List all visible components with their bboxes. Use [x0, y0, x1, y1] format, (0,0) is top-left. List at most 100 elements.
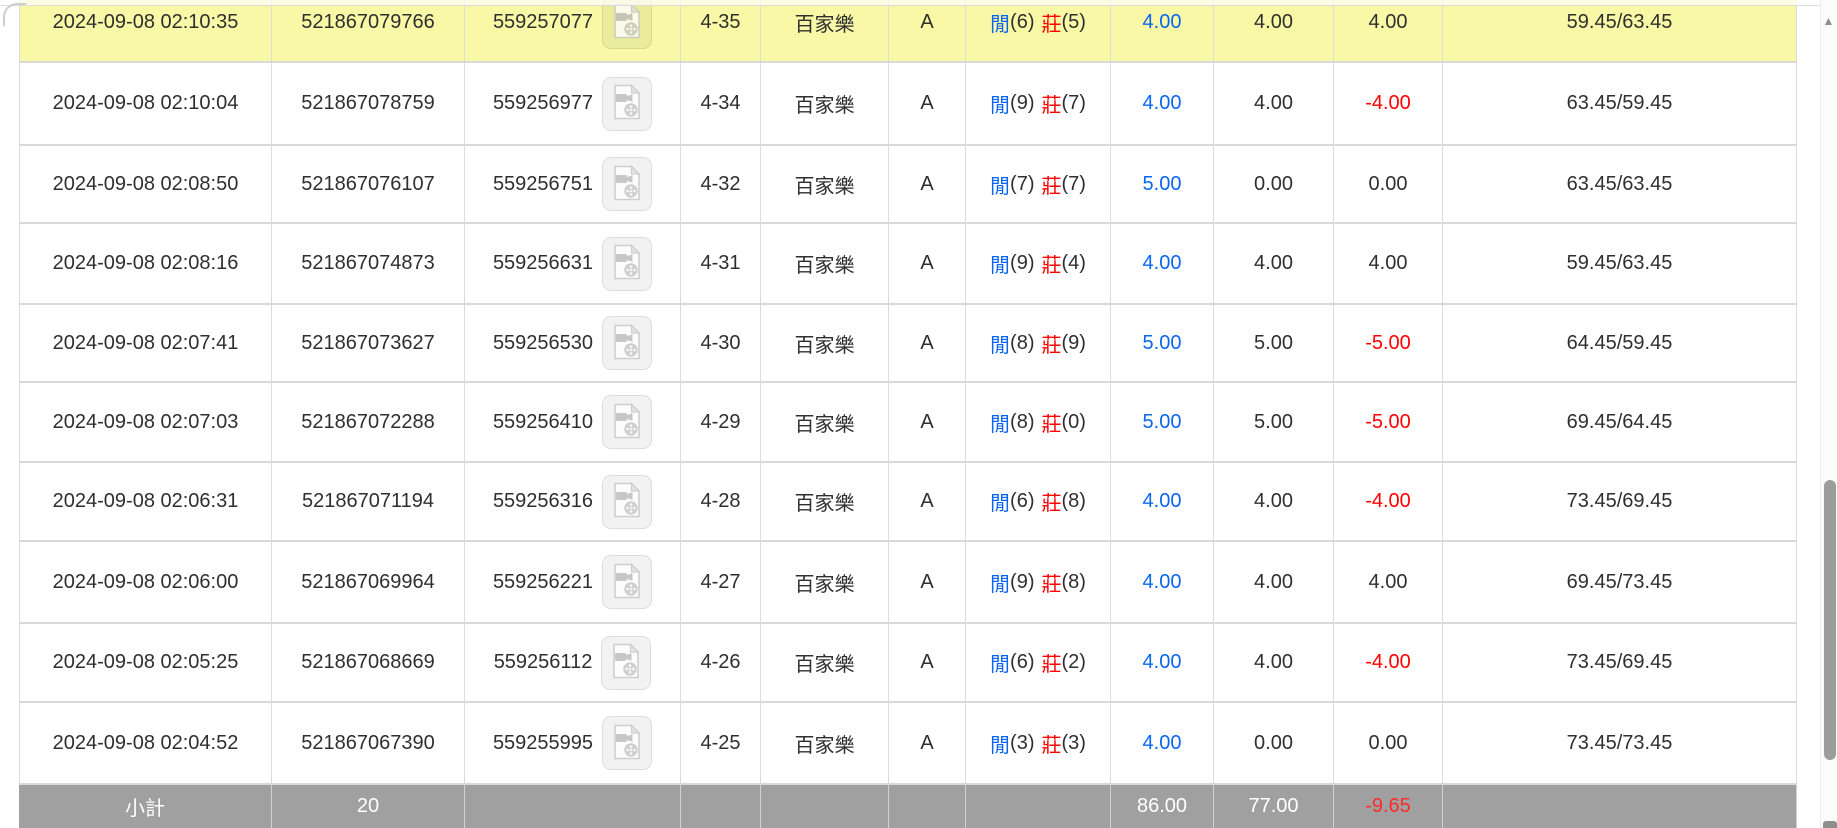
cell-bet-amount: 4.00 [1111, 224, 1214, 303]
table-row[interactable]: 2024-09-08 02:07:03 521867072288 559256410… [19, 383, 1797, 463]
cell-balance-text: 69.45/64.45 [1566, 410, 1673, 433]
table-row[interactable]: 2024-09-08 02:08:50 521867076107 559256751… [19, 146, 1797, 224]
bet-history-table: 2024-09-08 02:10:35 521867079766 559257077… [19, 0, 1797, 828]
subtotal-cell-game-type [761, 785, 889, 828]
cell-result: 閒 (6) 莊 (2) [966, 624, 1111, 701]
cell-balance-text: 64.45/59.45 [1566, 331, 1673, 354]
table-row[interactable]: 2024-09-08 02:07:41 521867073627 559256530… [19, 305, 1797, 383]
subtotal-cell-balance [1443, 785, 1797, 828]
win-loss-value: -5.00 [1365, 410, 1411, 433]
cell-order-id: 521867074873 [272, 224, 465, 303]
result-player-label: 閒 [990, 734, 1011, 757]
win-loss-value: -4.00 [1365, 651, 1411, 673]
scroll-down-button[interactable] [1823, 821, 1837, 828]
subtotal-cell-table-round [681, 785, 761, 828]
video-replay-button[interactable] [602, 716, 653, 770]
result-banker-points: (5) [1061, 10, 1086, 33]
video-replay-button[interactable] [602, 395, 653, 449]
cell-result: 閒 (6) 莊 (8) [966, 463, 1111, 540]
scrollbar-thumb[interactable] [1824, 480, 1836, 760]
cell-result: 閒 (3) 莊 (3) [966, 703, 1111, 783]
cell-order-id-text: 521867068669 [301, 651, 435, 673]
table-row[interactable]: 2024-09-08 02:10:04 521867078759 559256977… [19, 63, 1797, 146]
cell-bet-amount: 4.00 [1111, 0, 1214, 61]
table-row[interactable]: 2024-09-08 02:06:31 521867071194 559256316… [19, 463, 1797, 542]
result-banker-points: (2) [1061, 651, 1086, 673]
result-banker-label: 莊 [1041, 175, 1062, 198]
cell-table-round: 4-31 [681, 224, 761, 303]
cell-time-text: 2024-09-08 02:10:04 [52, 92, 239, 114]
video-replay-icon [612, 402, 642, 442]
result-banker-label: 莊 [1041, 95, 1062, 117]
cell-table-round-text: 4-26 [700, 651, 741, 673]
cell-order-id: 521867073627 [272, 305, 465, 381]
cell-order-id-text: 521867079766 [301, 10, 435, 33]
video-replay-button[interactable] [602, 0, 653, 49]
cell-round: 559256631 [465, 224, 681, 303]
result-banker-points: (7) [1061, 172, 1086, 195]
cell-win-loss: -4.00 [1334, 624, 1443, 701]
table-row[interactable]: 2024-09-08 02:08:16 521867074873 559256631… [19, 224, 1797, 305]
cell-order-id: 521867079766 [272, 0, 465, 61]
cell-bet-amount: 5.00 [1111, 383, 1214, 461]
subtotal-count: 20 [356, 795, 380, 817]
cell-table-code: A [889, 542, 966, 622]
round-id-text: 559256410 [492, 410, 594, 433]
cell-balance: 63.45/59.45 [1443, 63, 1797, 144]
subtotal-cell-valid-bet: 77.00 [1214, 785, 1334, 828]
cell-bet-amount: 4.00 [1111, 463, 1214, 540]
cell-round: 559256530 [465, 305, 681, 381]
win-loss-value: -5.00 [1365, 331, 1411, 354]
video-replay-button[interactable] [602, 316, 653, 370]
cell-table-code-text: A [920, 731, 934, 754]
table-row[interactable]: 2024-09-08 02:05:25 521867068669 559256112… [19, 624, 1797, 703]
cell-valid-bet: 4.00 [1214, 224, 1334, 303]
cell-valid-bet: 4.00 [1214, 542, 1334, 622]
video-replay-icon [612, 84, 642, 123]
cell-game-type: 百家樂 [761, 463, 889, 540]
cell-table-code-text: A [920, 92, 934, 114]
cell-time: 2024-09-08 02:08:16 [19, 224, 272, 303]
table-row[interactable]: 2024-09-08 02:06:00 521867069964 559256221… [19, 542, 1797, 624]
video-replay-button[interactable] [602, 157, 653, 211]
cell-table-code: A [889, 224, 966, 303]
cell-table-round-text: 4-25 [700, 731, 741, 754]
result-player-points: (6) [1010, 10, 1035, 33]
result-player-label: 閒 [990, 175, 1011, 198]
top-edge-fade [0, 0, 1820, 6]
cell-game-type-text: 百家樂 [794, 734, 855, 757]
subtotal-cell-bet-amount: 86.00 [1111, 785, 1214, 828]
round-id-text: 559256751 [492, 172, 594, 195]
cell-balance-text: 73.45/73.45 [1566, 731, 1673, 754]
cell-time: 2024-09-08 02:04:52 [19, 703, 272, 783]
cell-table-code-text: A [920, 651, 934, 673]
video-replay-button[interactable] [601, 635, 652, 690]
table-row[interactable]: 2024-09-08 02:04:52 521867067390 559255995… [19, 703, 1797, 785]
scroll-up-arrow-icon[interactable]: ▲ [1822, 14, 1835, 28]
result-banker-points: (8) [1061, 490, 1086, 512]
video-replay-button[interactable] [602, 76, 653, 131]
cell-game-type: 百家樂 [761, 624, 889, 701]
cell-round: 559256221 [465, 542, 681, 622]
result-banker-points: (8) [1061, 570, 1086, 593]
result-banker-points: (7) [1061, 92, 1086, 114]
cell-table-round: 4-27 [681, 542, 761, 622]
result-player-label: 閒 [990, 95, 1011, 117]
cell-table-code: A [889, 463, 966, 540]
video-replay-button[interactable] [602, 236, 653, 291]
cell-order-id-text: 521867073627 [301, 331, 435, 354]
result-player-label: 閒 [990, 413, 1011, 436]
cell-table-round-text: 4-28 [700, 490, 741, 512]
cell-time: 2024-09-08 02:06:31 [19, 463, 272, 540]
table-row-highlighted[interactable]: 2024-09-08 02:10:35 521867079766 559257077… [19, 0, 1797, 63]
cell-result: 閒 (9) 莊 (4) [966, 224, 1111, 303]
round-id-text: 559257077 [492, 10, 594, 33]
cell-balance-text: 63.45/63.45 [1566, 172, 1673, 195]
subtotal-cell-order-id: 20 [272, 785, 465, 828]
cell-order-id: 521867068669 [272, 624, 465, 701]
cell-bet-amount-text: 4.00 [1142, 570, 1182, 593]
video-replay-button[interactable] [602, 474, 653, 529]
result-player-points: (3) [1010, 731, 1035, 754]
video-replay-button[interactable] [602, 555, 653, 609]
cell-game-type: 百家樂 [761, 0, 889, 61]
